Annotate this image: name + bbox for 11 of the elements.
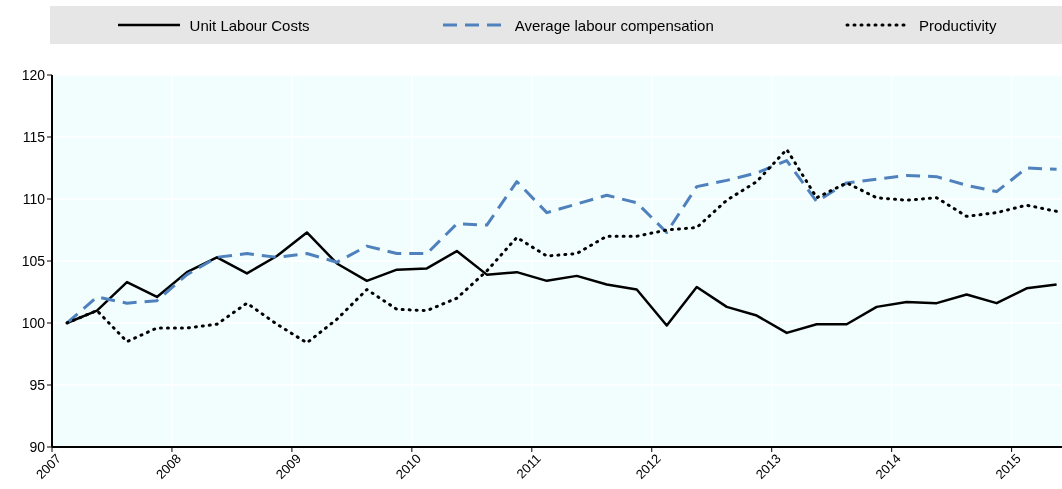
- y-tick-label: 95: [29, 376, 46, 393]
- y-tick-label: 100: [21, 314, 46, 331]
- y-tick-label: 90: [29, 438, 46, 455]
- legend-label: Productivity: [918, 16, 997, 34]
- y-tick-label: 110: [22, 190, 46, 207]
- y-tick-label: 105: [21, 252, 46, 269]
- y-tick-label: 115: [22, 128, 46, 145]
- line-series: [65, 159, 1059, 325]
- legend-label: Unit Labour Costs: [189, 16, 310, 34]
- y-tick-label: 120: [21, 66, 46, 83]
- legend-label: Average labour compensation: [514, 16, 714, 34]
